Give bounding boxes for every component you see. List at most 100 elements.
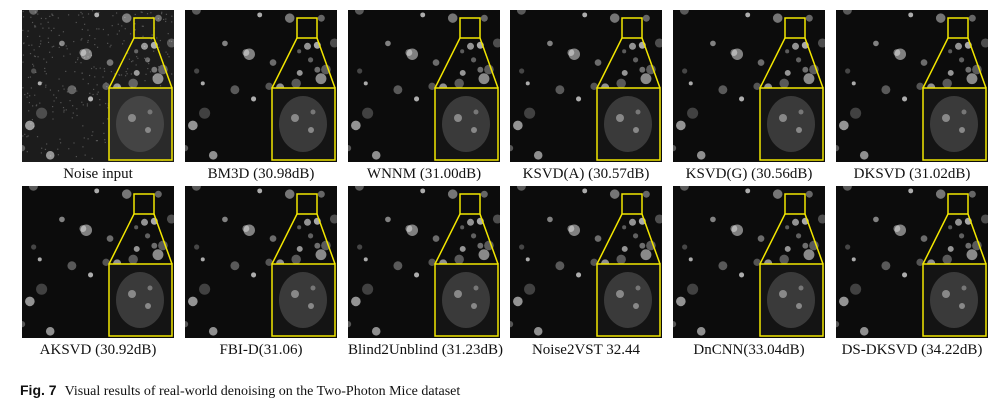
noise bbox=[63, 109, 65, 111]
zoom-source bbox=[784, 193, 806, 215]
noise bbox=[109, 46, 111, 48]
cell bbox=[836, 144, 840, 152]
noise bbox=[142, 25, 144, 27]
noise bbox=[165, 20, 167, 23]
zoom-line bbox=[434, 213, 461, 265]
zoom-spot bbox=[310, 109, 316, 115]
cell bbox=[484, 240, 494, 251]
cell bbox=[519, 244, 525, 250]
zoom-inset bbox=[759, 87, 824, 161]
noise bbox=[66, 91, 69, 93]
cell bbox=[621, 245, 628, 252]
zoom-inset bbox=[108, 87, 173, 161]
cell bbox=[133, 245, 140, 252]
noise bbox=[132, 60, 134, 62]
cell bbox=[947, 245, 954, 252]
image-panel: KSVD(G) (30.56dB) bbox=[673, 10, 825, 183]
noise bbox=[91, 134, 93, 137]
cell bbox=[947, 69, 954, 76]
cell bbox=[948, 225, 953, 230]
noise bbox=[86, 105, 89, 107]
noise bbox=[124, 75, 127, 77]
noise bbox=[107, 103, 109, 105]
cell bbox=[94, 188, 100, 194]
cell bbox=[269, 59, 277, 66]
noise bbox=[27, 76, 30, 79]
noise bbox=[57, 90, 60, 92]
noise bbox=[47, 21, 49, 23]
zoom-source bbox=[947, 193, 969, 215]
cell bbox=[200, 257, 205, 262]
cell bbox=[753, 82, 761, 91]
cell bbox=[893, 49, 901, 56]
panel-label: KSVD(A) (30.57dB) bbox=[522, 166, 650, 182]
cell bbox=[851, 257, 856, 262]
cell bbox=[654, 38, 662, 48]
noise bbox=[26, 151, 28, 153]
zoom-spot bbox=[942, 290, 950, 298]
cell bbox=[616, 78, 626, 89]
noise bbox=[159, 39, 161, 42]
zoom-line bbox=[596, 37, 623, 89]
cell bbox=[321, 64, 331, 75]
noise bbox=[94, 44, 96, 46]
noise bbox=[103, 132, 105, 135]
zoom-line bbox=[967, 213, 987, 265]
cell bbox=[718, 85, 728, 95]
noise bbox=[96, 140, 98, 142]
noise bbox=[78, 14, 80, 16]
noise bbox=[73, 40, 75, 43]
zoom-source bbox=[459, 193, 481, 215]
zoom-spot bbox=[128, 114, 136, 122]
zoom-source bbox=[621, 193, 643, 215]
noise bbox=[37, 13, 39, 15]
noise bbox=[52, 111, 54, 113]
noise bbox=[26, 96, 28, 98]
cell bbox=[622, 49, 627, 54]
panel-label: BM3D (30.98dB) bbox=[207, 166, 315, 182]
cell bbox=[208, 151, 218, 160]
zoom-inset bbox=[271, 263, 336, 337]
noise bbox=[160, 13, 163, 15]
noise bbox=[91, 157, 93, 159]
zoom-inset bbox=[271, 87, 336, 161]
panel-label: AKSVD (30.92dB) bbox=[39, 342, 157, 358]
cell bbox=[805, 190, 813, 198]
noise bbox=[117, 23, 119, 25]
cell bbox=[492, 214, 500, 224]
noise bbox=[158, 46, 160, 48]
noise bbox=[104, 141, 106, 144]
cell bbox=[639, 242, 646, 249]
noise bbox=[39, 102, 41, 104]
noise bbox=[59, 43, 61, 45]
cell bbox=[688, 81, 693, 86]
zoom-nucleus bbox=[279, 272, 327, 328]
cell bbox=[166, 38, 174, 48]
denoised-image bbox=[673, 186, 825, 338]
noise bbox=[28, 110, 30, 112]
noise bbox=[49, 51, 51, 53]
cell bbox=[739, 96, 745, 102]
figure-caption: Fig. 7 Visual results of real-world denoi… bbox=[20, 382, 460, 400]
noise bbox=[168, 56, 170, 58]
cell bbox=[894, 224, 907, 236]
noise bbox=[126, 73, 128, 75]
noise bbox=[65, 109, 67, 111]
cell bbox=[779, 78, 789, 89]
noise bbox=[94, 38, 96, 40]
noise bbox=[165, 51, 167, 53]
noise bbox=[106, 86, 108, 88]
cell bbox=[28, 10, 38, 15]
cell bbox=[859, 327, 869, 336]
cell bbox=[524, 107, 536, 119]
cell bbox=[632, 233, 639, 239]
zoom-spot bbox=[779, 114, 787, 122]
noise bbox=[22, 135, 24, 137]
noise bbox=[53, 94, 55, 96]
noise bbox=[151, 34, 153, 36]
cell bbox=[731, 48, 744, 60]
noise bbox=[87, 13, 90, 15]
noise bbox=[62, 85, 64, 87]
noise bbox=[128, 58, 131, 60]
cell bbox=[640, 73, 652, 85]
